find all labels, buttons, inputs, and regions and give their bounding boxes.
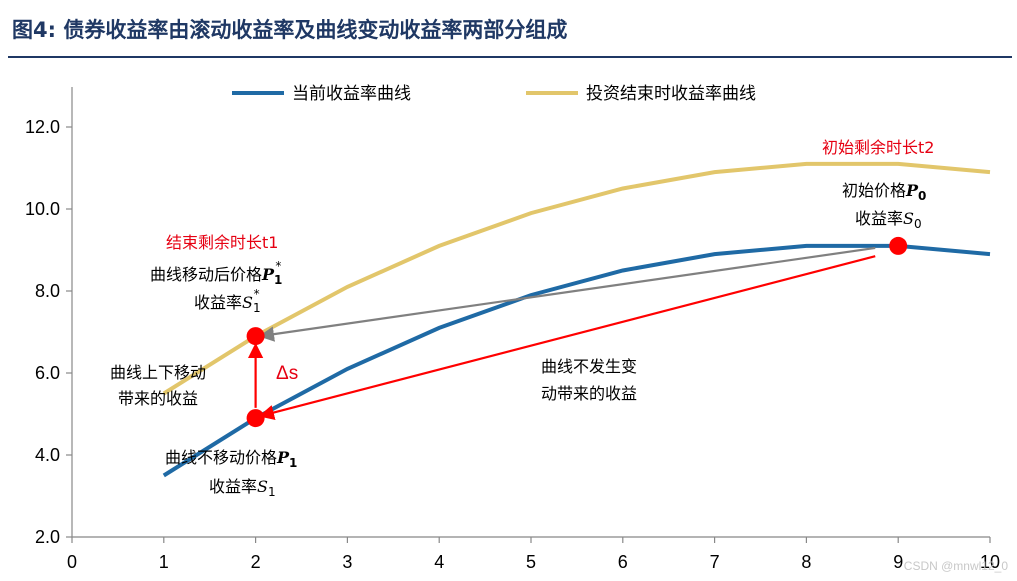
x-tick-label: 1: [159, 552, 169, 572]
x-tick-label: 4: [434, 552, 444, 572]
y-tick-label: 6.0: [35, 363, 60, 383]
label-moved-price: 曲线移动后价格P1*: [150, 259, 282, 287]
x-tick-label: 0: [67, 552, 77, 572]
watermark: CSDN @mnwl12_0: [904, 559, 1009, 573]
legend-label-current: 当前收益率曲线: [292, 84, 411, 104]
point-unmoved: [246, 409, 265, 428]
label-unmoved-yield: 收益率S1: [209, 477, 276, 499]
y-tick-label: 8.0: [35, 281, 60, 301]
label-nochange-line2: 动带来的收益: [541, 384, 637, 403]
x-tick-label: 6: [618, 552, 628, 572]
chart-title: 图4: 债券收益率由滚动收益率及曲线变动收益率两部分组成: [12, 18, 568, 42]
series-line-current: [162, 243, 991, 478]
y-tick-label: 10.0: [25, 199, 60, 219]
label-end-remaining: 结束剩余时长t1: [166, 233, 278, 252]
label-initial-remaining: 初始剩余时长t2: [822, 138, 934, 157]
gray-arrow: [258, 246, 876, 342]
x-tick-label: 7: [710, 552, 720, 572]
label-unmoved-price: 曲线不移动价格P1: [165, 448, 297, 470]
y-tick-group: 2.0 4.0 6.0 8.0 10.0 12.0: [25, 117, 72, 547]
series-line-end: [162, 161, 991, 396]
legend-label-end: 投资结束时收益率曲线: [586, 84, 756, 104]
x-tick-label: 5: [526, 552, 536, 572]
x-tick-label: 10: [980, 552, 1000, 572]
y-tick-label: 2.0: [35, 527, 60, 547]
label-initial-price: 初始价格P0: [842, 181, 926, 203]
y-tick-label: 4.0: [35, 445, 60, 465]
x-tick-group: 0 1 2 3 4 5 6 7 8 9 10: [67, 537, 1000, 572]
red-arrow: [258, 255, 876, 421]
label-shift-line1: 曲线上下移动: [110, 363, 206, 382]
y-tick-label: 12.0: [25, 117, 60, 137]
point-initial: [889, 236, 908, 255]
x-tick-label: 3: [342, 552, 352, 572]
x-tick-label: 2: [251, 552, 261, 572]
x-tick-label: 8: [801, 552, 811, 572]
label-nochange-line1: 曲线不发生变: [541, 357, 637, 376]
label-delta-s: Δs: [276, 363, 298, 384]
point-moved: [246, 327, 265, 346]
label-moved-yield: 收益率S1*: [194, 287, 261, 315]
label-initial-yield: 收益率S0: [855, 209, 922, 231]
label-shift-line2: 带来的收益: [118, 389, 198, 408]
x-tick-label: 9: [893, 552, 903, 572]
title-divider: [8, 56, 1012, 58]
